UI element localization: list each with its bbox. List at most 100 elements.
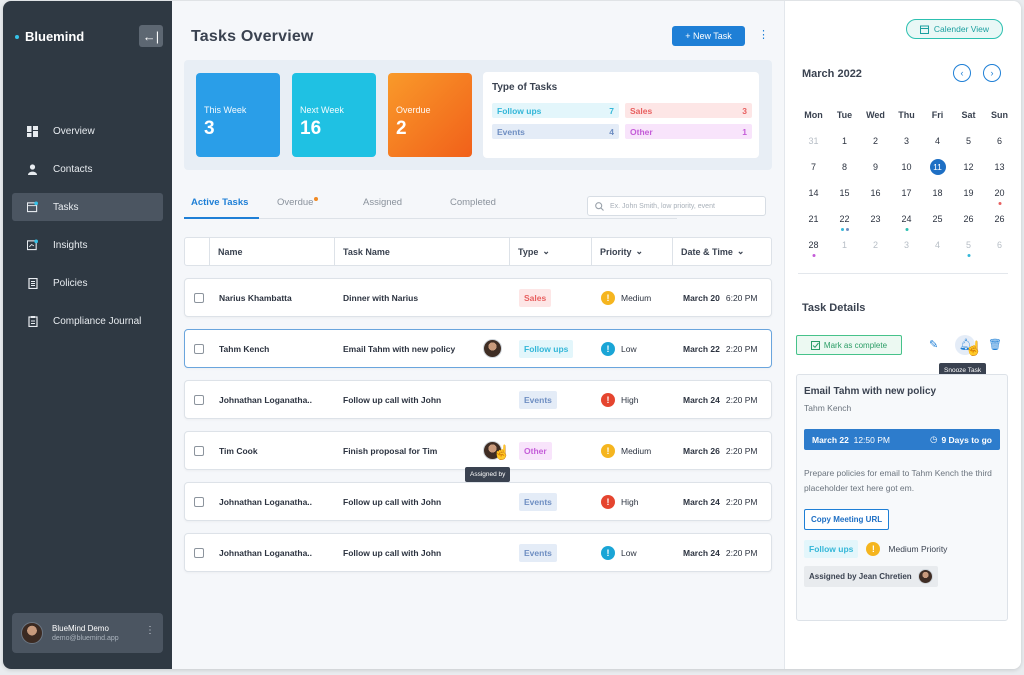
brand-logo[interactable]: Bluemind: [15, 29, 84, 44]
row-time: 6:20 PM: [725, 292, 758, 303]
edit-icon[interactable]: ✎: [929, 339, 939, 351]
next-month-button[interactable]: ›: [983, 64, 1001, 82]
calendar-day[interactable]: 3: [903, 240, 909, 250]
calendar-day[interactable]: 6: [996, 240, 1002, 250]
snooze-task-button[interactable]: [955, 335, 975, 355]
calendar-day[interactable]: 12: [963, 162, 974, 172]
mark-as-complete-button[interactable]: Mark as complete: [796, 335, 902, 355]
calendar-day[interactable]: 15: [839, 188, 850, 198]
calendar-view-button[interactable]: Calender View: [906, 19, 1003, 39]
type-filter-follow-ups[interactable]: Follow ups 7: [492, 103, 619, 118]
row-checkbox[interactable]: [194, 496, 204, 507]
new-task-button[interactable]: + New Task: [672, 26, 745, 46]
sidebar-item-compliance-journal[interactable]: Compliance Journal: [12, 307, 163, 335]
task-label: Follow up call with John: [343, 394, 442, 405]
calendar-day[interactable]: 1: [841, 240, 847, 250]
calendar-day[interactable]: 25: [932, 214, 943, 224]
stat-card-overdue[interactable]: Overdue 2: [388, 73, 472, 157]
stat-card-next-week[interactable]: Next Week 16: [292, 73, 376, 157]
calendar-day-with-event[interactable]: 24: [891, 208, 922, 231]
priority-label: Low: [621, 547, 637, 558]
calendar-day[interactable]: 8: [841, 162, 847, 172]
calendar-day-with-event[interactable]: 22: [829, 208, 860, 231]
assigner-avatar[interactable]: [483, 441, 502, 460]
calendar-day[interactable]: 7: [810, 162, 816, 172]
calendar-day[interactable]: 26: [963, 214, 974, 224]
trash-icon[interactable]: 🗑︎: [988, 339, 1002, 351]
row-checkbox[interactable]: [194, 547, 204, 558]
tab-completed[interactable]: Completed: [450, 197, 496, 208]
calendar-day-with-event[interactable]: 20: [984, 182, 1015, 205]
calendar-day[interactable]: 18: [932, 188, 943, 198]
calendar-day[interactable]: 19: [963, 188, 974, 198]
assigner-avatar[interactable]: [483, 339, 502, 358]
header-label: Type: [518, 246, 539, 257]
type-filter-sales[interactable]: Sales 3: [625, 103, 752, 118]
calendar-day[interactable]: 3: [903, 136, 909, 146]
priority-medium-icon: !: [866, 542, 881, 556]
task-label: Follow up call with John: [343, 496, 442, 507]
calendar-day-today[interactable]: 11: [922, 156, 953, 178]
table-row[interactable]: Tim Cook Finish proposal for Tim ☝ Other …: [184, 431, 772, 470]
calendar-day[interactable]: 5: [965, 136, 971, 146]
calendar-day[interactable]: 16: [870, 188, 881, 198]
type-filter-events[interactable]: Events 4: [492, 124, 619, 139]
bell-snooze-icon[interactable]: 🔔︎: [959, 339, 973, 351]
sidebar-item-contacts[interactable]: Contacts: [12, 155, 163, 183]
column-header-task-name[interactable]: Task Name: [335, 238, 510, 265]
table-row[interactable]: Narius Khambatta Dinner with Narius Sale…: [184, 278, 772, 317]
weekday-label: Thu: [898, 110, 915, 120]
row-checkbox[interactable]: [194, 445, 204, 456]
user-email: demo@bluemind.app: [52, 635, 119, 642]
copy-meeting-url-button[interactable]: Copy Meeting URL: [804, 509, 890, 530]
row-checkbox[interactable]: [194, 343, 204, 354]
search-input[interactable]: Ex. John Smith, low priority, event: [587, 196, 766, 216]
column-header-name[interactable]: Name: [210, 238, 335, 265]
calendar-day[interactable]: 2: [872, 240, 878, 250]
calendar-day[interactable]: 23: [870, 214, 881, 224]
sidebar-item-label: Insights: [53, 239, 88, 251]
column-header-type[interactable]: Type ⌄: [510, 238, 592, 265]
tab-assigned[interactable]: Assigned: [363, 197, 403, 208]
calendar-day[interactable]: 21: [808, 214, 819, 224]
column-header-priority[interactable]: Priority ⌄: [592, 238, 673, 265]
type-badge: Sales: [519, 288, 552, 307]
type-filter-other[interactable]: Other 1: [625, 124, 752, 139]
sidebar-item-tasks[interactable]: Tasks: [12, 193, 163, 221]
stat-card-this-week[interactable]: This Week 3: [196, 73, 280, 157]
column-header-date-time[interactable]: Date & Time ⌄: [673, 238, 771, 265]
user-profile-card[interactable]: BlueMind Demo demo@bluemind.app ⋮: [12, 613, 163, 653]
calendar-day[interactable]: 14: [808, 188, 819, 198]
collapse-sidebar-button[interactable]: ←|: [139, 25, 163, 47]
calendar-day-with-event[interactable]: 5: [953, 234, 984, 257]
calendar-day[interactable]: 9: [872, 162, 878, 172]
calendar-day[interactable]: 13: [994, 162, 1005, 172]
calendar-day[interactable]: 1: [841, 136, 847, 146]
table-row[interactable]: Johnathan Loganatha.. Follow up call wit…: [184, 533, 772, 572]
table-row[interactable]: Johnathan Loganatha.. Follow up call wit…: [184, 380, 772, 419]
calendar-day[interactable]: 26: [994, 214, 1005, 224]
calendar-day[interactable]: 4: [934, 240, 940, 250]
more-vertical-icon[interactable]: ⋮: [145, 625, 155, 636]
calendar-day[interactable]: 17: [901, 188, 912, 198]
calendar-day[interactable]: 31: [808, 136, 819, 146]
calendar-day[interactable]: 6: [996, 136, 1002, 146]
row-checkbox[interactable]: [194, 394, 204, 405]
sidebar-item-insights[interactable]: Insights: [12, 231, 163, 259]
sidebar-item-policies[interactable]: Policies: [12, 269, 163, 297]
prev-month-button[interactable]: ‹: [953, 64, 971, 82]
calendar-day[interactable]: 4: [934, 136, 940, 146]
calendar-day[interactable]: 2: [872, 136, 878, 146]
calendar-day[interactable]: 10: [901, 162, 912, 172]
priority-low-icon: !: [601, 341, 615, 356]
row-checkbox[interactable]: [194, 292, 204, 303]
day-number: 28: [808, 240, 819, 250]
tab-overdue[interactable]: Overdue: [277, 197, 363, 219]
collapse-icon: ←|: [142, 28, 160, 44]
calendar-day-with-event[interactable]: 28: [798, 234, 829, 257]
sidebar-item-overview[interactable]: Overview: [12, 117, 163, 145]
tab-active-tasks[interactable]: Active Tasks: [191, 197, 249, 208]
table-row[interactable]: Johnathan Loganatha.. Follow up call wit…: [184, 482, 772, 521]
more-options-icon[interactable]: ⋮: [758, 29, 769, 41]
table-row-selected[interactable]: Tahm Kench Email Tahm with new policy Fo…: [184, 329, 772, 368]
